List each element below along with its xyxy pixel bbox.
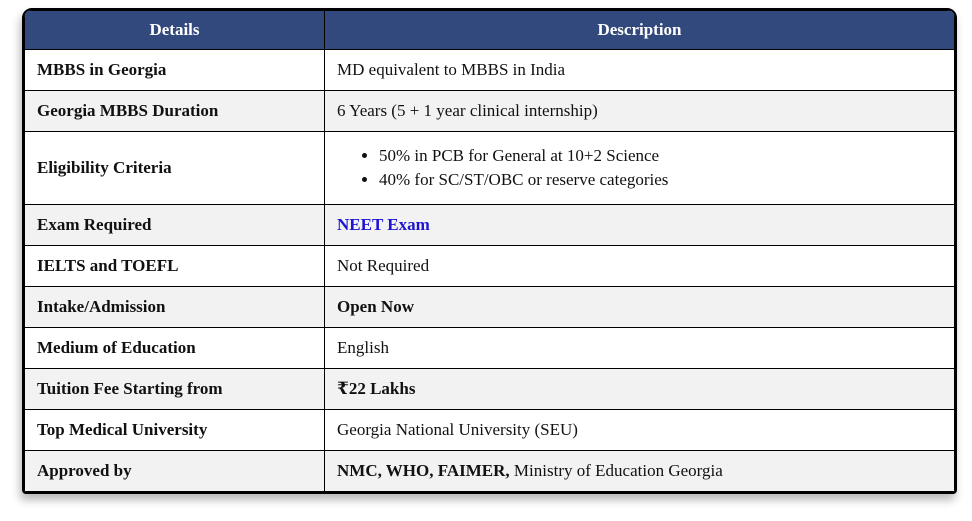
list-item: 40% for SC/ST/OBC or reserve categories	[379, 170, 942, 190]
detail-cell-duration: Georgia MBBS Duration	[24, 90, 325, 132]
description-cell: Open Now	[324, 286, 955, 328]
description-cell: 6 Years (5 + 1 year clinical internship)	[324, 90, 955, 132]
table-row: Eligibility Criteria 50% in PCB for Gene…	[24, 131, 955, 205]
table-row: Top Medical University Georgia National …	[24, 409, 955, 451]
detail-cell-ielts-toefl: IELTS and TOEFL	[24, 245, 325, 287]
detail-cell-medium: Medium of Education	[24, 327, 325, 369]
column-header-details: Details	[24, 10, 325, 50]
table-row: Medium of Education English	[24, 327, 955, 369]
details-description-table: Details Description MBBS in Georgia MD e…	[24, 10, 955, 492]
detail-cell-approved-by: Approved by	[24, 450, 325, 492]
eligibility-bullet-list: 50% in PCB for General at 10+2 Science 4…	[337, 146, 942, 190]
description-cell: Georgia National University (SEU)	[324, 409, 955, 451]
table-row: Tuition Fee Starting from ₹22 Lakhs	[24, 368, 955, 410]
description-cell: NMC, WHO, FAIMER, Ministry of Education …	[324, 450, 955, 492]
table-row: Approved by NMC, WHO, FAIMER, Ministry o…	[24, 450, 955, 492]
table-row: Georgia MBBS Duration 6 Years (5 + 1 yea…	[24, 90, 955, 132]
description-cell: Not Required	[324, 245, 955, 287]
approved-by-rest-text: Ministry of Education Georgia	[509, 461, 723, 480]
column-header-description: Description	[324, 10, 955, 50]
table-row: MBBS in Georgia MD equivalent to MBBS in…	[24, 49, 955, 91]
description-cell: MD equivalent to MBBS in India	[324, 49, 955, 91]
list-item: 50% in PCB for General at 10+2 Science	[379, 146, 942, 166]
detail-cell-tuition-fee: Tuition Fee Starting from	[24, 368, 325, 410]
mbbs-georgia-info-table: Details Description MBBS in Georgia MD e…	[22, 8, 957, 494]
table-row: Intake/Admission Open Now	[24, 286, 955, 328]
description-cell: NEET Exam	[324, 204, 955, 246]
description-cell: English	[324, 327, 955, 369]
detail-cell-exam-required: Exam Required	[24, 204, 325, 246]
detail-cell-top-university: Top Medical University	[24, 409, 325, 451]
table-row: Exam Required NEET Exam	[24, 204, 955, 246]
description-cell: ₹22 Lakhs	[324, 368, 955, 410]
detail-cell-eligibility: Eligibility Criteria	[24, 131, 325, 205]
neet-exam-link[interactable]: NEET Exam	[337, 215, 430, 234]
header-row: Details Description	[24, 10, 955, 50]
table-row: IELTS and TOEFL Not Required	[24, 245, 955, 287]
detail-cell-intake: Intake/Admission	[24, 286, 325, 328]
approved-by-bold-text: NMC, WHO, FAIMER,	[337, 461, 510, 480]
description-cell: 50% in PCB for General at 10+2 Science 4…	[324, 131, 955, 205]
detail-cell-mbbs-in-georgia: MBBS in Georgia	[24, 49, 325, 91]
